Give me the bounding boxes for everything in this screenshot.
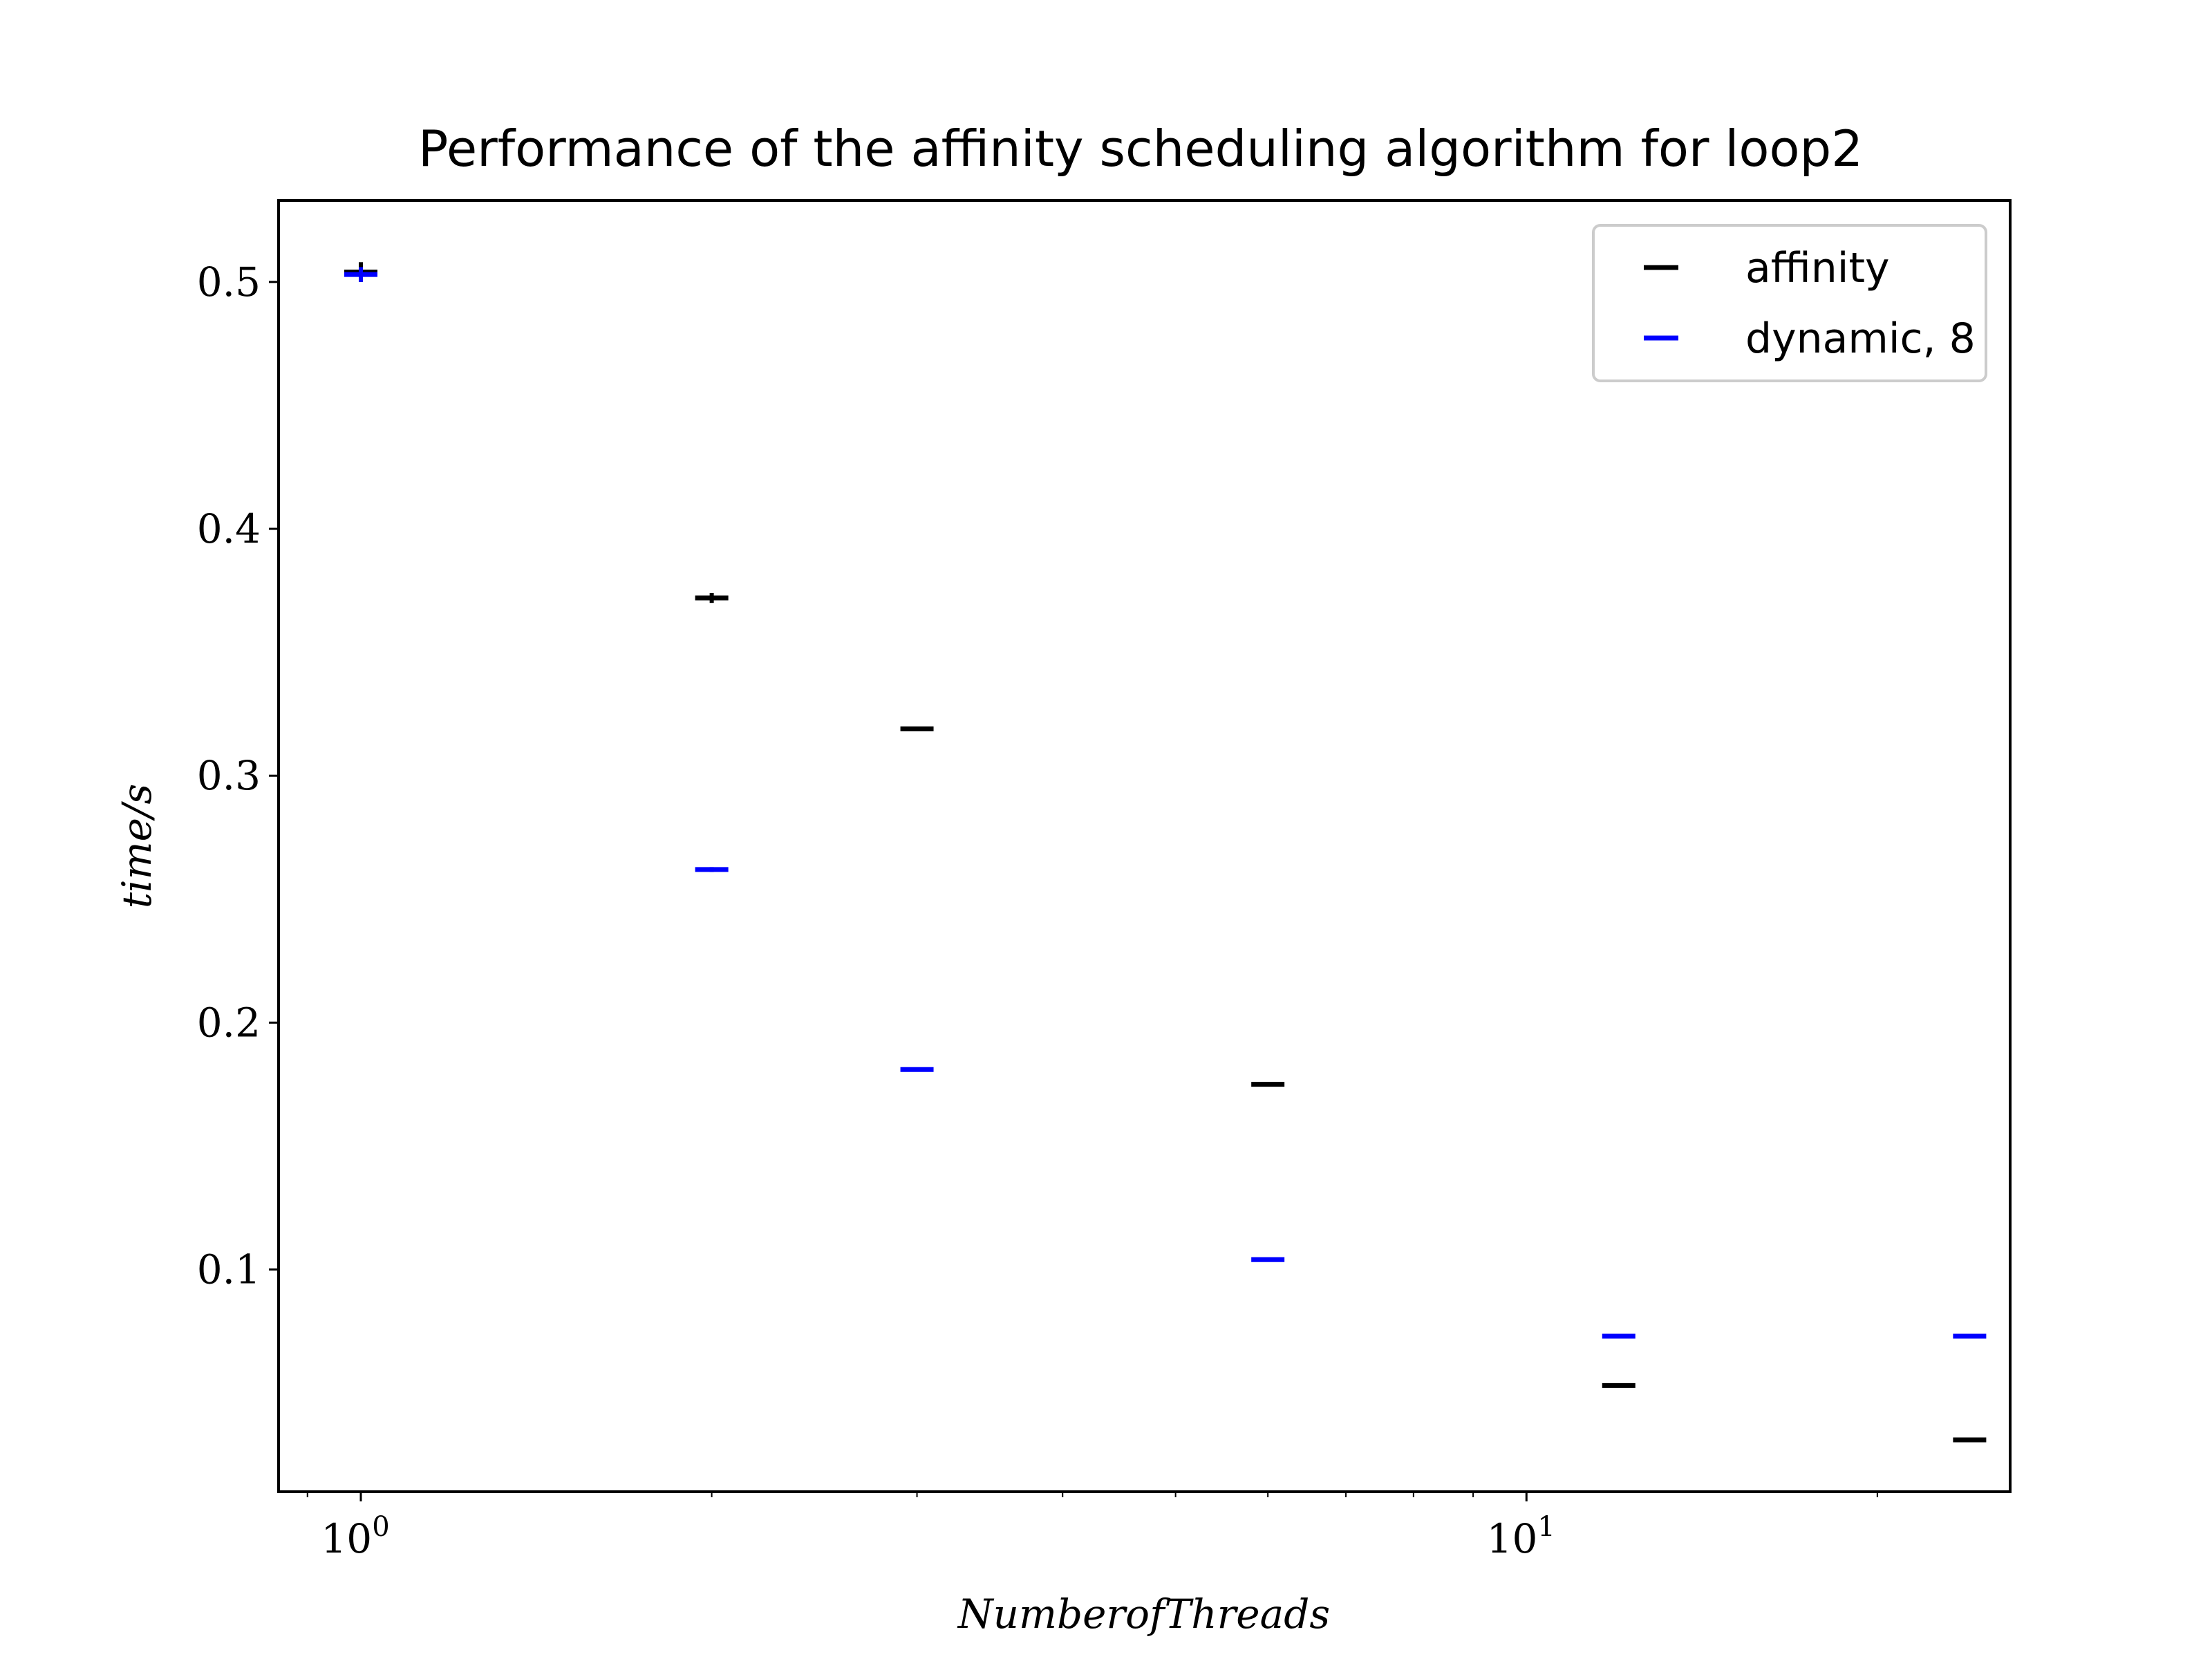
- y-tick-label: 0.3: [197, 752, 261, 799]
- y-tick-label: 0.4: [197, 505, 261, 552]
- plot-area: [277, 199, 2012, 1493]
- y-axis-ticks: 0.1 0.2 0.3 0.4 0.5: [197, 259, 279, 1293]
- legend-label: dynamic, 8: [1745, 315, 1976, 363]
- y-axis-label: time/s: [113, 784, 160, 909]
- legend-box: [1592, 224, 1987, 382]
- y-tick-label: 0.5: [197, 259, 261, 306]
- chart-title: Performance of the affinity scheduling a…: [418, 120, 1863, 178]
- x-tick-label: 100: [321, 1511, 389, 1562]
- y-tick-label: 0.2: [197, 999, 261, 1046]
- data-marks: [344, 262, 1987, 1443]
- y-tick-label: 0.1: [197, 1246, 261, 1293]
- legend-label: affinity: [1745, 244, 1890, 292]
- legend: affinity dynamic, 8: [1592, 224, 1987, 382]
- x-axis-ticks: 100 101: [306, 1492, 1878, 1562]
- x-axis-label: NumberofThreads: [957, 1591, 1330, 1638]
- x-tick-label: 101: [1487, 1511, 1555, 1562]
